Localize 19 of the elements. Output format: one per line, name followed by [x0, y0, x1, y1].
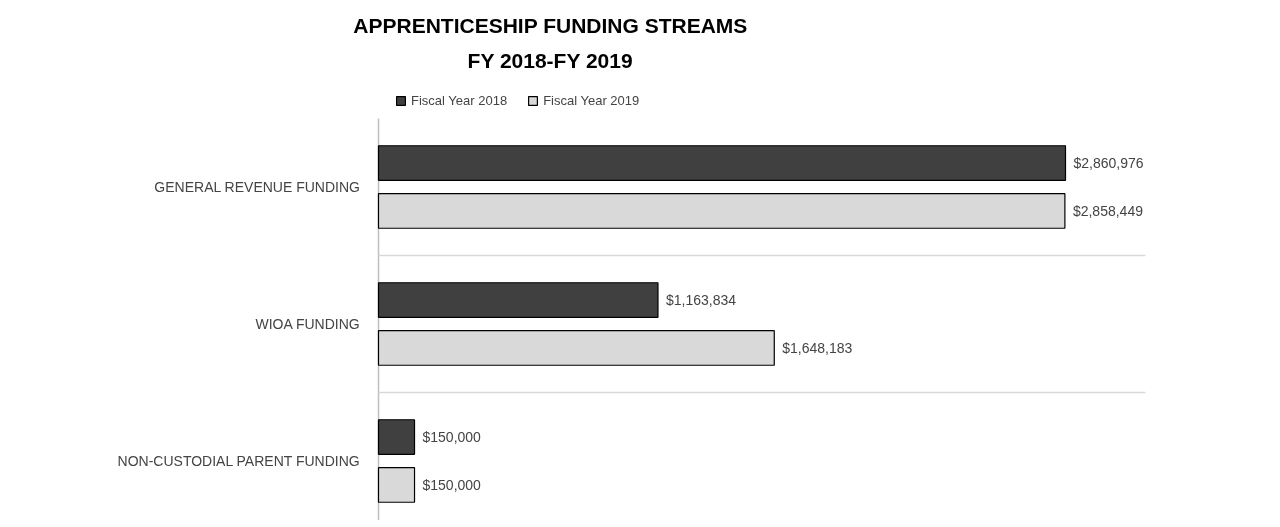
data-label: $150,000	[422, 476, 482, 493]
bar	[377, 282, 659, 318]
legend-label: Fiscal Year 2019	[543, 93, 640, 108]
chart-subtitle: FY 2018-FY 2019	[467, 49, 633, 72]
chart-title: APPRENTICESHIP FUNDING STREAMS	[353, 14, 748, 37]
data-label: $1,163,834	[665, 292, 737, 309]
data-label: $150,000	[422, 429, 482, 446]
bar	[377, 467, 416, 503]
data-label: $1,648,183	[782, 339, 853, 356]
bar	[377, 419, 416, 455]
data-label: $2,860,976	[1073, 155, 1144, 172]
y-tick-label: GENERAL REVENUE FUNDING	[154, 179, 360, 195]
y-tick-label: WIOA FUNDING	[255, 316, 360, 332]
y-tick-label: NON-CUSTODIAL PARENT FUNDING	[117, 453, 360, 469]
data-label: $2,858,449	[1072, 202, 1144, 219]
legend-label: Fiscal Year 2018	[411, 93, 508, 108]
bar	[377, 193, 1066, 229]
bar	[377, 330, 775, 366]
bar	[377, 145, 1067, 181]
